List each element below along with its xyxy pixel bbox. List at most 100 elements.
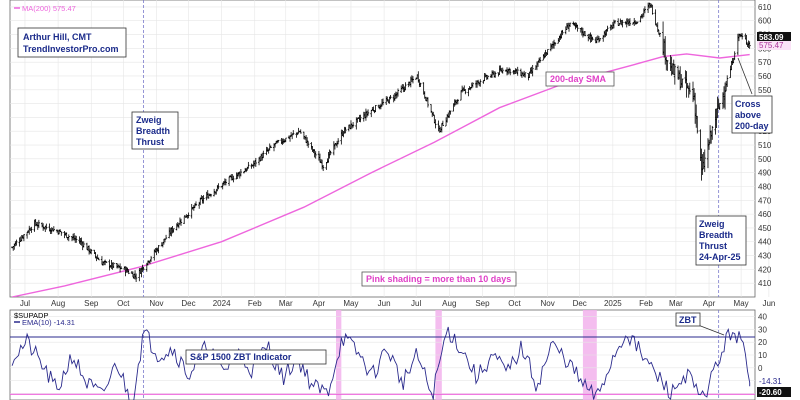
ohlc-bar xyxy=(269,145,272,149)
ohlc-bar xyxy=(681,78,684,88)
price-badge-label: 583.09 xyxy=(759,33,784,42)
ema-line xyxy=(11,326,751,400)
ohlc-bar xyxy=(554,42,557,46)
x-tick-label: Mar xyxy=(279,299,293,308)
ma-legend-label: MA(200) 575.47 xyxy=(22,4,76,13)
zbt-annotation-second-line2: Breadth xyxy=(699,230,733,240)
ma-layer xyxy=(11,53,750,297)
price-y-tick-label: 470 xyxy=(758,196,772,205)
ohlc-bar xyxy=(516,66,519,76)
ohlc-bar xyxy=(337,138,340,145)
x-tick-label: Oct xyxy=(117,299,130,308)
price-y-tick-label: 600 xyxy=(758,17,772,26)
zbt-marker-label: ZBT xyxy=(679,315,697,325)
ohlc-bar xyxy=(651,4,654,15)
indicator-name-frame xyxy=(185,349,327,365)
ohlc-bar xyxy=(228,176,231,186)
ohlc-bar xyxy=(411,76,415,84)
x-tick-label: Jun xyxy=(378,299,391,308)
ohlc-bar xyxy=(239,169,242,177)
ohlc-bar xyxy=(613,20,617,24)
pink-shading-note-label: Pink shading = more than 10 days xyxy=(366,274,511,284)
ohlc-bar xyxy=(232,175,235,183)
ohlc-bar xyxy=(288,135,292,142)
ohlc-bar xyxy=(591,36,594,41)
indicator-legend: $SUPADP EMA(10) -14.31 xyxy=(14,311,75,327)
zbt-annotation-first-frame xyxy=(131,111,179,150)
ohlc-bar xyxy=(299,129,302,134)
lower-line-badge-label: -20.60 xyxy=(759,388,782,397)
ohlc-bar xyxy=(75,235,78,243)
x-tick-label: Feb xyxy=(248,299,262,308)
ohlc-bar xyxy=(90,248,93,255)
ohlc-bar xyxy=(120,266,123,270)
price-badge-bg xyxy=(757,32,791,42)
zbt-annotation-second-line1: Zweig xyxy=(699,219,725,229)
ohlc-bar xyxy=(142,267,145,271)
sma-annotation: 200-day SMA xyxy=(545,71,615,87)
ohlc-bar xyxy=(250,163,253,169)
price-y-tick-label: 500 xyxy=(758,155,772,164)
credit-site: TrendInvestorPro.com xyxy=(23,44,119,54)
ohlc-bar xyxy=(67,234,70,242)
ohlc-bar xyxy=(352,122,355,128)
price-grid xyxy=(10,0,770,297)
x-tick-label: Aug xyxy=(51,299,65,308)
ohlc-bar xyxy=(52,226,55,232)
zbt-marker-frame xyxy=(675,312,701,327)
ohlc-bar xyxy=(686,82,689,89)
x-tick-label: Sep xyxy=(84,299,99,308)
zbt-annotation-second: Zweig Breadth Thrust 24-Apr-25 xyxy=(695,215,747,266)
ohlc-bar xyxy=(15,239,18,246)
ohlc-bar xyxy=(149,256,153,262)
x-tick-label: Dec xyxy=(181,299,195,308)
ohlc-bar xyxy=(561,29,564,36)
price-badge: 583.09 xyxy=(757,32,791,42)
zbt-annotation-second-line4: 24-Apr-25 xyxy=(699,252,741,262)
price-y-tick-label: 490 xyxy=(758,169,772,178)
ohlc-bar xyxy=(726,75,729,87)
ohlc-bar xyxy=(112,262,115,269)
x-tick-label: Apr xyxy=(703,299,716,308)
price-y-tick-label: 480 xyxy=(758,182,772,191)
x-tick-label: Jul xyxy=(411,299,421,308)
ohlc-bar xyxy=(441,120,444,126)
ohlc-bar xyxy=(82,241,85,248)
ohlc-bar xyxy=(673,63,676,85)
ohlc-bar xyxy=(359,114,362,123)
zbt-annotation-second-frame xyxy=(695,215,747,266)
x-tick-label: Oct xyxy=(508,299,521,308)
ohlc-bar xyxy=(524,72,527,78)
x-tick-label: Dec xyxy=(573,299,587,308)
cross-annotation-line2: above xyxy=(735,110,761,120)
ohlc-bar xyxy=(643,6,647,14)
cross-annotation-line3: 200-day xyxy=(735,121,769,131)
indicator-y-tick-label: 30 xyxy=(758,325,767,334)
x-tick-label: Aug xyxy=(442,299,456,308)
ohlc-bar xyxy=(621,19,624,28)
ohlc-bar xyxy=(322,165,325,172)
ohlc-bar xyxy=(22,234,25,242)
ohlc-layer xyxy=(11,2,751,283)
price-y-tick-label: 430 xyxy=(758,252,772,261)
sma-annotation-label: 200-day SMA xyxy=(550,74,607,84)
ma-badge-bg xyxy=(757,41,791,50)
zbt-annotation-first-line3: Thrust xyxy=(136,137,164,147)
ohlc-bar xyxy=(679,66,682,91)
ohlc-bar xyxy=(179,218,183,226)
zbt-marker-pointer xyxy=(697,324,725,336)
ohlc-bar xyxy=(396,88,400,97)
price-y-tick-label: 460 xyxy=(758,210,772,219)
ohlc-bar xyxy=(606,25,609,32)
price-y-tick-label: 510 xyxy=(758,141,772,150)
ohlc-bar xyxy=(127,269,130,275)
ohlc-bar xyxy=(202,195,205,204)
ohlc-bar xyxy=(486,74,489,80)
x-tick-label: Apr xyxy=(313,299,326,308)
ohlc-bar xyxy=(97,257,100,261)
cross-annotation-frame xyxy=(731,95,773,134)
credit-box-frame xyxy=(17,27,127,58)
x-tick-label: May xyxy=(343,299,358,308)
sma-annotation-frame xyxy=(545,71,615,87)
